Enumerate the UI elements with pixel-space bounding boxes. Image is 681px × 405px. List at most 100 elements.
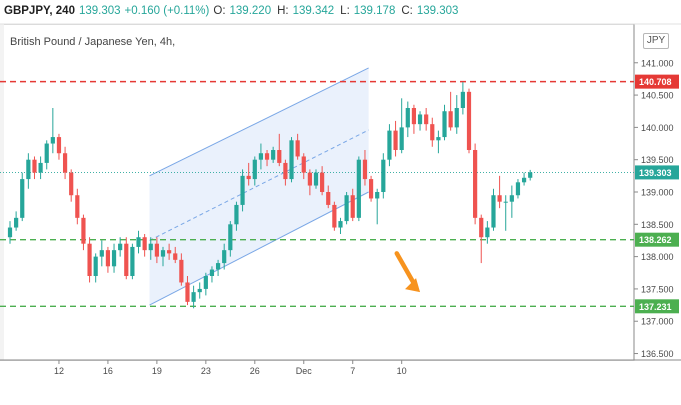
candle-body [393,130,398,150]
candle-body [521,177,527,183]
candle-body [20,179,25,218]
candle [118,237,123,257]
candle [69,169,74,202]
candle [209,266,215,283]
candle [222,243,227,270]
candle-body [466,91,472,150]
channel-fill [149,67,369,306]
candle [509,185,514,218]
candle [405,101,410,138]
candle-body [350,195,355,218]
candle [313,169,319,189]
candle-body [215,263,221,270]
change-value: +0.160 (+0.11%) [124,5,210,17]
candle-body [142,237,147,251]
candle-body [197,288,202,293]
candle [491,188,496,231]
support-1-tag-label: 138.262 [639,235,672,245]
candle-body [454,108,459,128]
symbol-header: GBPJPY, 240 139.303 +0.160 (+0.11%) O: 13… [4,2,460,20]
candle-body [479,217,484,238]
candle [105,246,111,273]
candle-body [344,195,349,222]
candle [356,156,361,222]
candle [7,221,13,244]
candle-body [387,130,392,160]
left-edge [0,24,4,360]
candle [32,156,37,180]
candle-body [228,224,233,251]
candle-body [497,195,502,202]
open-value: 139.220 [229,5,272,17]
candle [75,188,80,225]
symbol-label[interactable]: GBPJPY, 240 [4,5,75,17]
candle [338,217,343,234]
candle [399,98,404,154]
candle [473,143,478,225]
candle [228,221,233,257]
candle [362,150,368,186]
candle [203,272,208,296]
candle-body [277,150,282,163]
candle [93,253,98,283]
candle [191,285,196,309]
candle-body [111,250,117,267]
price-tick-label: 140.000 [641,123,674,133]
candle-body [222,250,227,264]
candle [197,282,202,299]
candle [160,246,166,267]
price-tick-label: 140.500 [641,91,674,101]
candle-body [356,159,361,218]
candle [173,246,178,264]
candle-body [136,237,141,247]
candle [215,259,221,276]
candle-body [167,250,172,254]
candle-body [448,111,453,128]
candle-body [368,179,374,199]
candle-body [436,137,441,141]
candle [44,140,49,170]
candle [460,82,465,115]
candle-body [32,159,37,173]
candle [240,169,245,212]
candle [124,237,129,280]
candle [326,185,331,209]
candle-body [105,250,111,267]
candle-body [99,250,104,257]
candle [81,214,86,251]
candle-body [338,221,343,228]
time-tick-label: 16 [103,366,113,376]
candle-body [240,175,245,205]
candle-body [307,172,312,186]
candle [503,195,508,231]
resistance-tag-label: 140.708 [639,77,672,87]
chart-title: British Pound / Japanese Yen, 4h, [10,36,176,48]
support-1-tag [635,232,679,247]
currency-button[interactable]: JPY [643,33,669,49]
candle [99,240,104,267]
candle [417,111,423,131]
candle [283,159,288,186]
candle-body [26,159,31,180]
channel-mid-line [149,129,369,241]
candle [185,276,190,306]
low-value: 139.178 [353,5,396,17]
candle [289,137,294,183]
candle-body [295,140,300,157]
candle-body [258,153,264,160]
candle [515,179,521,199]
time-tick-label: 7 [350,366,355,376]
price-tick-label: 137.000 [641,317,674,327]
candle [436,130,441,154]
candle [252,156,257,186]
candle-body [528,172,533,178]
candle [14,211,19,231]
candle [148,237,153,260]
candle-body [87,243,92,276]
candle-body [326,192,331,205]
candle [20,172,25,222]
support-2-tag-label: 137.231 [639,302,672,312]
candle-body [81,217,86,244]
